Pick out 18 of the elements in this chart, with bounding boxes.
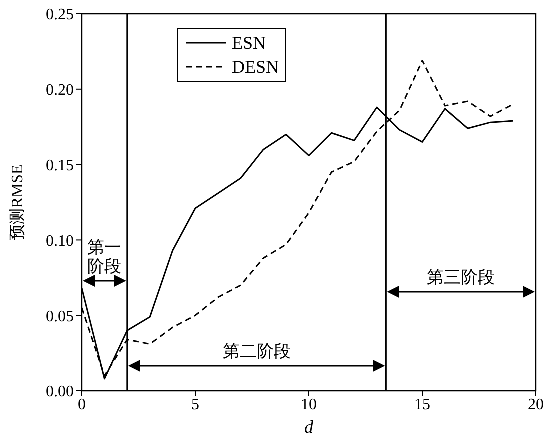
y-axis-title: 预测RMSE bbox=[8, 164, 28, 240]
legend-label: DESN bbox=[232, 56, 280, 78]
legend-label: ESN bbox=[232, 32, 266, 54]
x-tick-label: 0 bbox=[78, 396, 86, 414]
y-tick-label: 0.00 bbox=[46, 384, 74, 401]
y-tick-label: 0.05 bbox=[46, 308, 74, 326]
x-tick-label: 15 bbox=[414, 396, 430, 414]
annotation: 第二阶段 bbox=[222, 342, 292, 362]
x-tick-label: 5 bbox=[192, 396, 200, 414]
y-tick-label: 0.25 bbox=[46, 6, 74, 24]
y-tick-label: 0.20 bbox=[46, 82, 74, 100]
annotation: 第三阶段 bbox=[426, 268, 496, 288]
x-tick-label: 10 bbox=[301, 396, 317, 414]
annotation: 第一阶段 bbox=[86, 238, 123, 277]
x-tick-label: 20 bbox=[528, 396, 544, 414]
y-tick-label: 0.10 bbox=[46, 232, 74, 250]
y-tick-label: 0.15 bbox=[46, 157, 74, 174]
x-axis-title: d bbox=[304, 417, 314, 438]
